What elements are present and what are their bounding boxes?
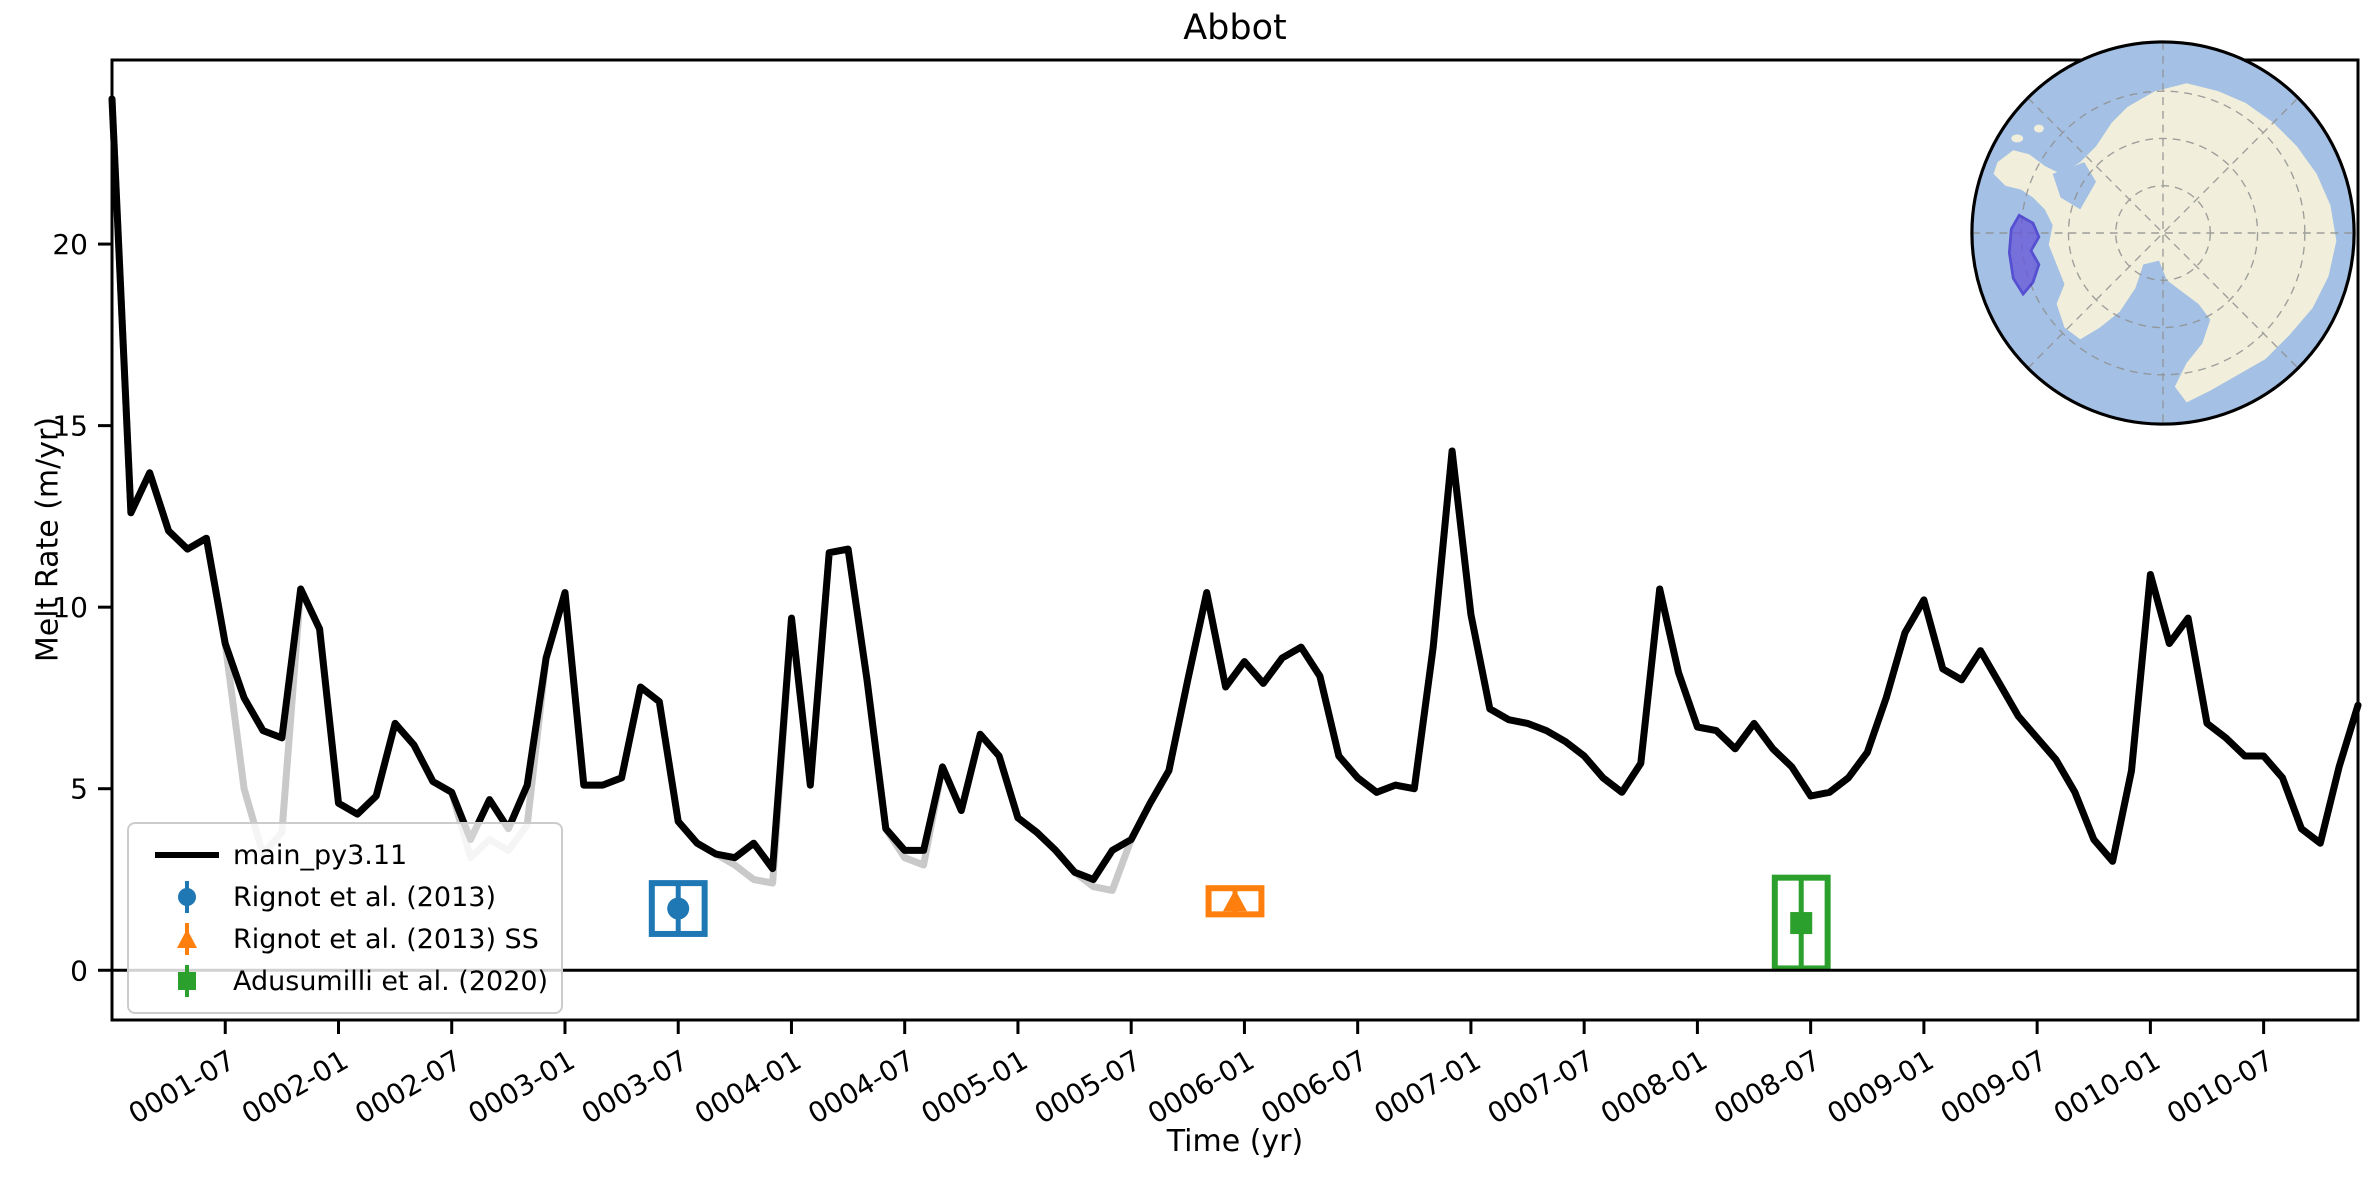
x-tick-label: 0001-07 (123, 1043, 241, 1130)
square-errorbar-icon (141, 962, 233, 1000)
legend-item-rignot: Rignot et al. (2013) (141, 876, 549, 918)
map-bay (2052, 162, 2097, 210)
x-tick-label: 0005-01 (916, 1043, 1034, 1130)
map-island (2033, 124, 2044, 133)
x-tick-label: 0003-07 (576, 1043, 694, 1130)
legend-label-main: main_py3.11 (233, 839, 408, 871)
y-axis-title: Melt Rate (m/yr) (30, 416, 66, 663)
y-tick-label: 10 (52, 591, 88, 624)
square-marker (1790, 912, 1813, 935)
y-tick-label: 15 (52, 410, 88, 443)
x-axis-title: Time (yr) (1166, 1124, 1304, 1159)
plot-spines (110, 58, 2360, 1022)
triangle-marker (1223, 889, 1247, 912)
x-tick-label: 0010-07 (2161, 1043, 2279, 1130)
legend-label-rignot-ss: Rignot et al. (2013) SS (233, 923, 539, 955)
x-tick-label: 0006-01 (1142, 1043, 1260, 1130)
line-swatch (141, 850, 233, 860)
legend-label-rignot: Rignot et al. (2013) (233, 881, 496, 913)
triangle-errorbar-icon (141, 920, 233, 958)
legend: main_py3.11 Rignot et al. (2013) Rignot … (127, 822, 563, 1014)
observation-layer (648, 874, 1831, 972)
legend-item-adusumilli: Adusumilli et al. (2020) (141, 960, 549, 1002)
x-tick-label: 0002-01 (236, 1043, 354, 1130)
map-island (2011, 134, 2024, 143)
antarctica-inset-map (1970, 40, 2356, 426)
y-tick-label: 20 (52, 228, 88, 261)
x-tick-label: 0010-01 (2048, 1043, 2166, 1130)
x-tick-label: 0003-01 (463, 1043, 581, 1130)
x-tick-label: 0007-01 (1369, 1043, 1487, 1130)
main-melt-rate-line (108, 95, 2362, 883)
x-tick-label: 0004-07 (802, 1043, 920, 1130)
x-tick-label: 0008-07 (1708, 1043, 1826, 1130)
main-line-swatch (155, 852, 219, 858)
x-tick-label: 0009-07 (1935, 1043, 2053, 1130)
x-tick-label: 0004-01 (689, 1043, 807, 1130)
y-tick-label: 0 (70, 954, 88, 987)
y-tick-label: 5 (70, 773, 88, 806)
map-land (1993, 83, 2337, 403)
abbot-highlight-region (2007, 213, 2041, 297)
legend-item-rignot-ss: Rignot et al. (2013) SS (141, 918, 549, 960)
x-tick-label: 0008-01 (1595, 1043, 1713, 1130)
globe-outline (1970, 40, 2356, 426)
legend-item-main: main_py3.11 (141, 834, 549, 876)
x-tick-label: 0006-07 (1255, 1043, 1373, 1130)
x-tick-label: 0009-01 (1822, 1043, 1940, 1130)
x-tick-label: 0002-07 (349, 1043, 467, 1130)
legend-label-adusumilli: Adusumilli et al. (2020) (233, 965, 549, 997)
circle-errorbar-icon (141, 878, 233, 916)
x-tick-label: 0005-07 (1029, 1043, 1147, 1130)
circle-marker (667, 897, 690, 920)
x-tick-label: 0007-07 (1482, 1043, 1600, 1130)
chart-title: Abbot (1183, 8, 1287, 48)
